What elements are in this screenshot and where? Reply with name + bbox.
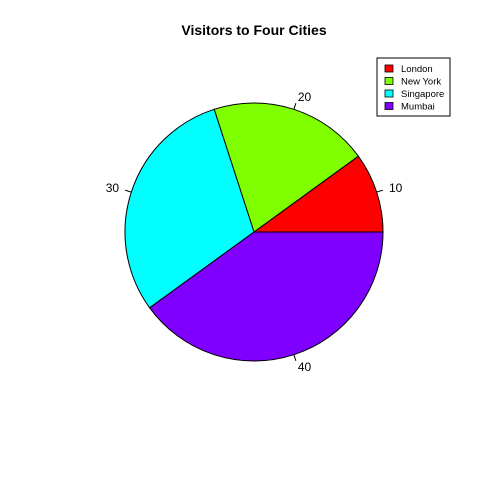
chart-title: Visitors to Four Cities xyxy=(181,22,326,38)
pie-slice-label: 20 xyxy=(298,90,312,104)
legend-swatch xyxy=(384,64,394,73)
legend-label: Mumbai xyxy=(401,102,435,113)
legend-swatch xyxy=(384,77,394,85)
legend-label: New York xyxy=(401,77,441,88)
legend-swatch xyxy=(384,89,394,98)
legend-label: Singapore xyxy=(401,89,444,100)
legend-swatch xyxy=(384,102,394,110)
pie-slices xyxy=(124,102,384,362)
pie-label-tick xyxy=(293,354,297,361)
pie-slice-london xyxy=(252,155,384,233)
pie-label-tick xyxy=(376,189,383,193)
pie-slice-labels: 10 20 30 40 xyxy=(106,90,403,374)
pie-slice-mumbai xyxy=(148,231,384,362)
legend-label: London xyxy=(401,64,433,75)
pie-slice-new-york xyxy=(213,102,360,233)
pie-slice-label: 30 xyxy=(106,181,120,195)
pie-slice-label: 10 xyxy=(389,181,403,195)
pie-slice-singapore xyxy=(124,108,255,309)
pie-label-tick xyxy=(293,103,297,110)
pie-slice-label: 40 xyxy=(298,360,312,374)
pie-label-tick xyxy=(125,189,132,193)
